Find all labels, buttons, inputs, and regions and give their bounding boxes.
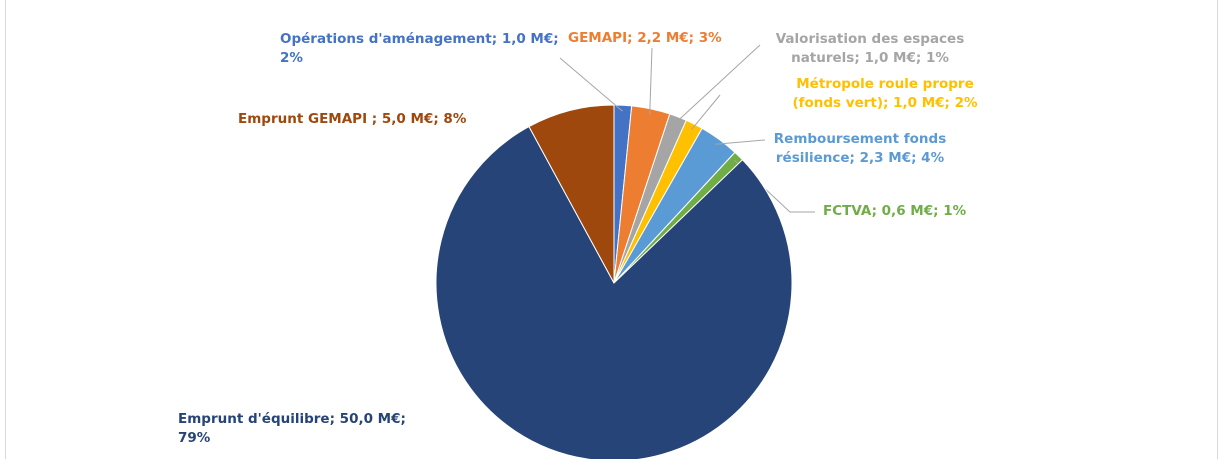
data-label: GEMAPI; 2,2 M€; 3%: [568, 30, 722, 46]
data-label: Emprunt d'équilibre; 50,0 M€; 79%: [178, 411, 406, 446]
data-label: Emprunt GEMAPI ; 5,0 M€; 8%: [238, 111, 467, 127]
leader-line: [559, 57, 623, 112]
pie-slice: [528, 104, 615, 284]
leader-line: [691, 94, 721, 130]
data-label: FCTVA; 0,6 M€; 1%: [823, 203, 967, 219]
data-label: Remboursement fonds résilience; 2,3 M€; …: [773, 131, 947, 166]
leader-line: [675, 44, 761, 123]
data-label: Opérations d'aménagement; 1,0 M€; 2%: [280, 31, 559, 66]
data-label: Valorisation des espaces naturels; 1,0 M…: [775, 31, 965, 66]
leader-line: [649, 47, 653, 115]
data-label: Métropole roule propre (fonds vert); 1,0…: [792, 76, 978, 111]
leader-line: [715, 139, 766, 145]
